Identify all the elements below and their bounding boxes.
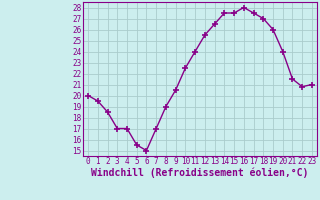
X-axis label: Windchill (Refroidissement éolien,°C): Windchill (Refroidissement éolien,°C) (91, 168, 309, 178)
